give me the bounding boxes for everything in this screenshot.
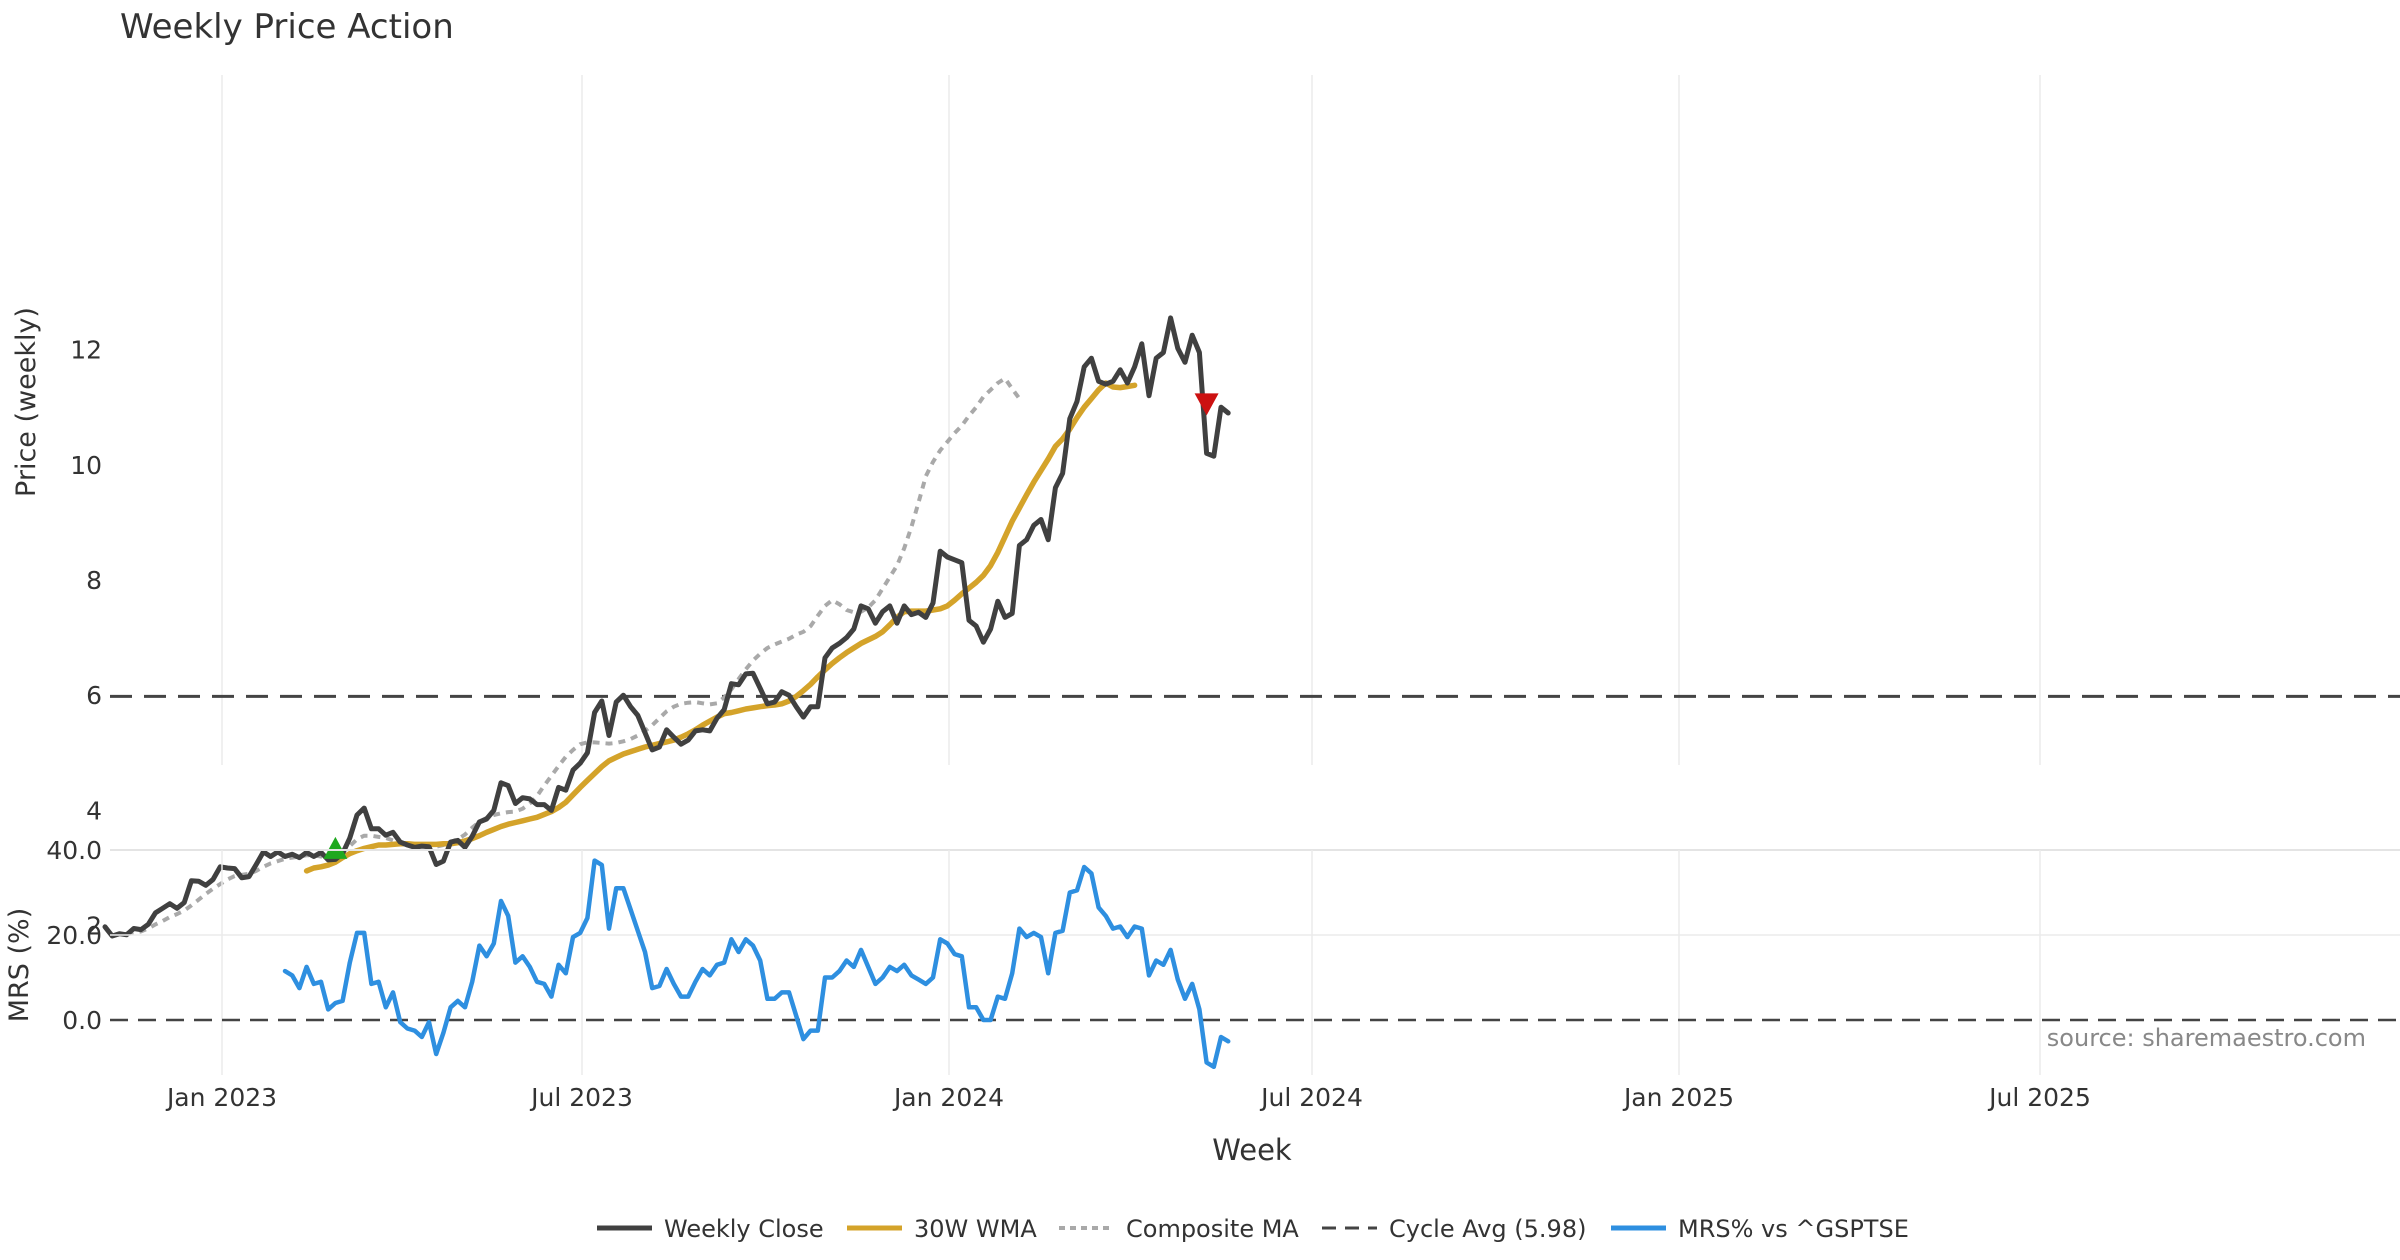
price-y-tick-6: 6 xyxy=(86,681,102,710)
legend-item-3: Cycle Avg (5.98) xyxy=(1322,1215,1586,1243)
weekly-close-line xyxy=(102,315,1231,939)
legend-label-0: Weekly Close xyxy=(664,1215,824,1243)
mrs-y-tick-20.0: 20.0 xyxy=(46,921,102,950)
mrs-panel: 40.0 20.0 0.0 MRS (%) source: sharemaestro… xyxy=(4,836,2400,1075)
mrs-y-ticks: 40.0 20.0 0.0 xyxy=(46,836,102,1035)
price-y-ticks: 2 4 6 8 10 12 xyxy=(70,336,102,941)
x-tick-5: Jul 2025 xyxy=(1987,1083,2091,1112)
x-tick-0: Jan 2023 xyxy=(165,1083,277,1112)
legend-label-1: 30W WMA xyxy=(914,1215,1037,1243)
buy-signal-marker xyxy=(323,836,348,859)
legend-label-2: Composite MA xyxy=(1126,1215,1299,1243)
chart-title: Weekly Price Action xyxy=(120,7,454,47)
legend-item-1: 30W WMA xyxy=(847,1215,1037,1243)
price-y-tick-2: 2 xyxy=(86,912,102,941)
mrs-y-tick-40.0: 40.0 xyxy=(46,836,102,865)
price-y-axis-label: Price (weekly) xyxy=(11,307,42,497)
x-axis-label: Week xyxy=(1212,1133,1292,1167)
legend-item-2: Composite MA xyxy=(1059,1215,1299,1243)
sell-signal-marker xyxy=(1194,393,1219,416)
mrs-y-tick-0.0: 0.0 xyxy=(62,1006,102,1035)
wma-30w-line xyxy=(303,380,1138,874)
mrs-y-axis-label: MRS (%) xyxy=(4,908,35,1023)
price-y-tick-10: 10 xyxy=(70,451,102,480)
price-y-tick-12: 12 xyxy=(70,336,102,365)
legend-label-4: MRS% vs ^GSPTSE xyxy=(1678,1215,1909,1243)
composite-ma-line xyxy=(126,376,1022,937)
price-gridlines xyxy=(221,75,2041,765)
legend-label-3: Cycle Avg (5.98) xyxy=(1389,1215,1586,1243)
mrs-line xyxy=(282,858,1231,1070)
mrs-gridlines xyxy=(110,849,2400,1075)
legend: Weekly Close 30W WMA Composite MA Cycle Avg… xyxy=(597,1215,1909,1243)
legend-item-4: MRS% vs ^GSPTSE xyxy=(1611,1215,1909,1243)
source-label: source: sharemaestro.com xyxy=(2047,1024,2366,1052)
price-y-tick-4: 4 xyxy=(86,796,102,825)
price-panel: 2 4 6 8 10 12 Price (weekly) xyxy=(11,75,2400,941)
price-y-tick-8: 8 xyxy=(86,566,102,595)
x-tick-4: Jan 2025 xyxy=(1622,1083,1734,1112)
x-tick-1: Jul 2023 xyxy=(529,1083,633,1112)
x-tick-2: Jan 2024 xyxy=(892,1083,1004,1112)
x-axis-ticks: Jan 2023 Jul 2023 Jan 2024 Jul 2024 Jan 2025… xyxy=(165,1083,2091,1112)
legend-item-0: Weekly Close xyxy=(597,1215,824,1243)
x-tick-3: Jul 2024 xyxy=(1259,1083,1363,1112)
